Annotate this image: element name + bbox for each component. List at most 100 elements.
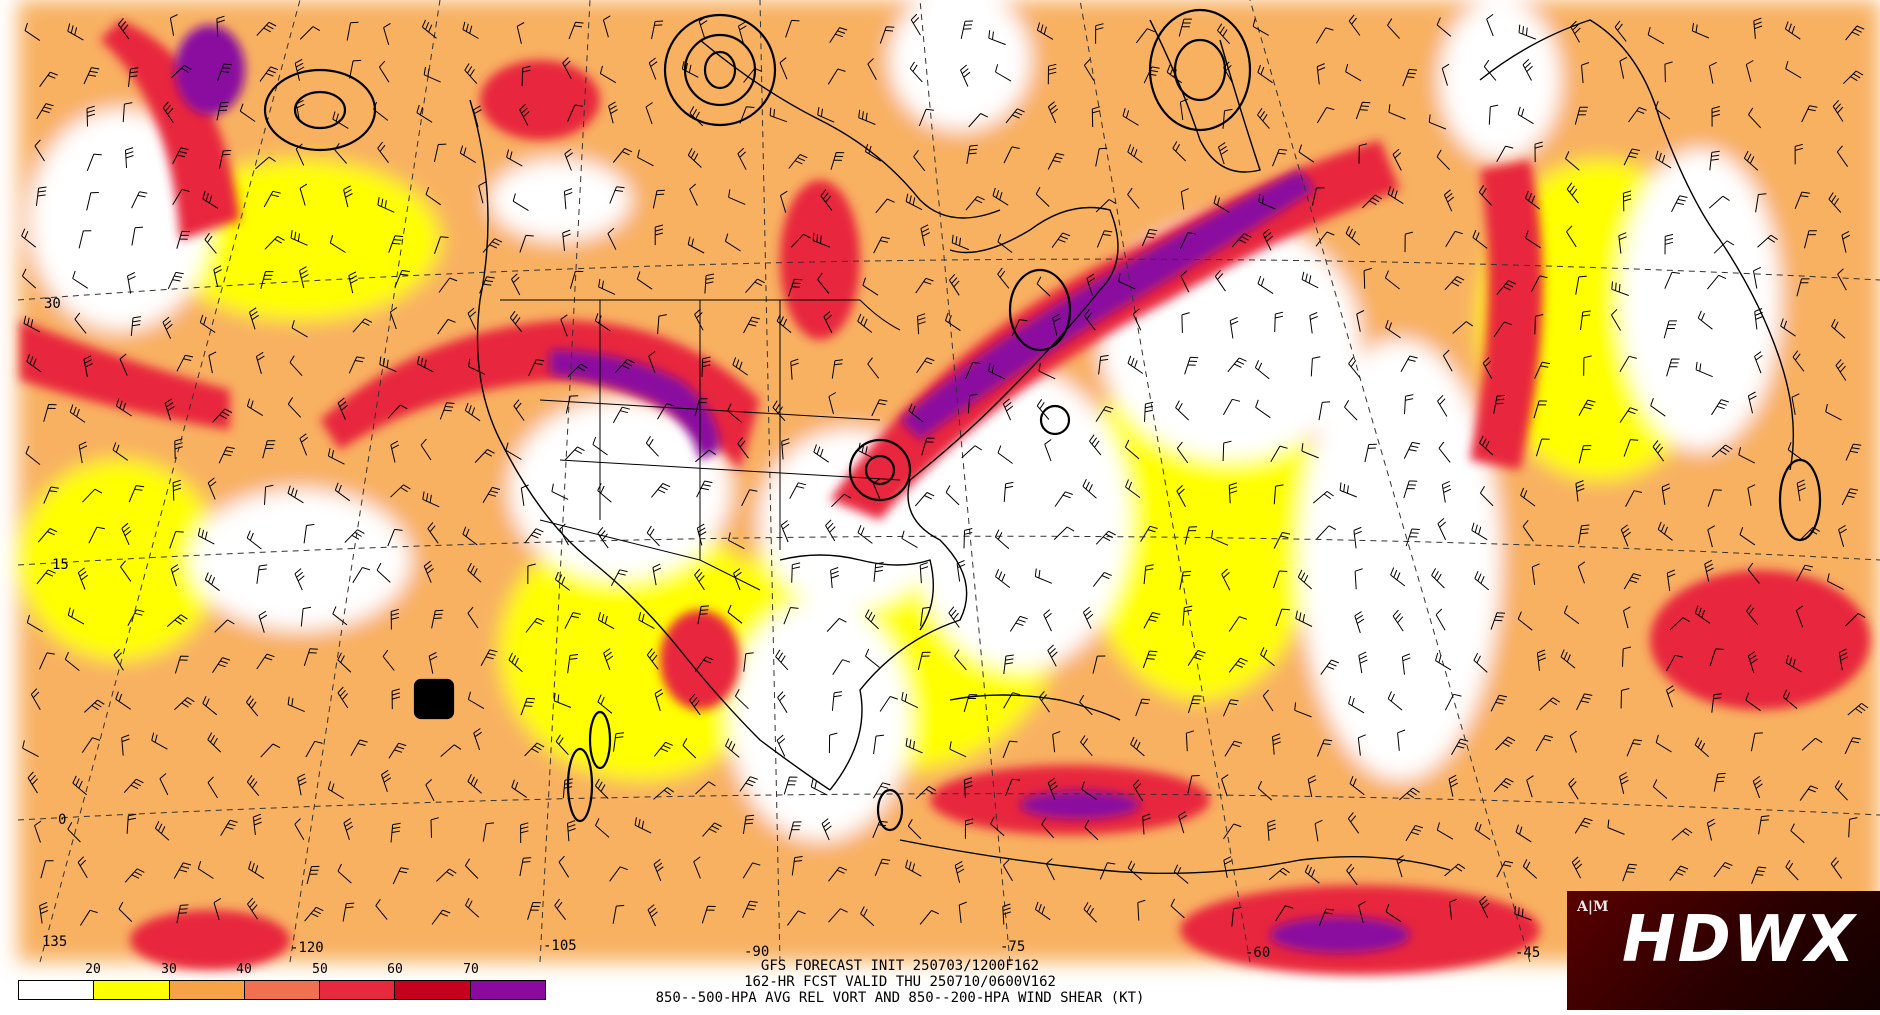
wind-barb	[1082, 478, 1097, 499]
colorbar-tick: 70	[463, 962, 479, 977]
wind-barb	[1490, 694, 1508, 712]
wind-barb	[879, 26, 895, 44]
wind-barb	[1836, 145, 1849, 167]
wind-barb	[915, 785, 937, 800]
wind-barb	[919, 910, 940, 925]
wind-barb	[1310, 356, 1321, 377]
wind-barb	[1358, 901, 1366, 923]
wind-barb	[1143, 66, 1160, 84]
wind-barb	[1275, 905, 1294, 922]
wind-barb	[67, 607, 85, 625]
wind-barb	[949, 741, 967, 758]
wind-barb	[1354, 568, 1363, 590]
wind-barb	[1706, 274, 1727, 290]
wind-barb	[1036, 22, 1054, 40]
wind-barb	[1694, 605, 1711, 624]
wind-barb	[564, 446, 585, 461]
wind-barb	[1479, 895, 1490, 918]
wind-barb	[1711, 444, 1733, 458]
wind-barb	[1316, 63, 1326, 85]
wind-barb	[217, 63, 232, 82]
wind-barb	[1713, 240, 1735, 254]
wind-barb	[1175, 400, 1189, 421]
colorbar-swatch	[470, 981, 545, 999]
wind-barb	[951, 234, 969, 251]
wind-barb	[332, 111, 349, 129]
wind-barb	[171, 64, 192, 79]
wind-barb	[513, 399, 525, 421]
wind-barb	[64, 651, 80, 671]
wind-barb	[564, 148, 573, 171]
wind-barb	[657, 314, 667, 335]
wind-barb	[1262, 228, 1273, 251]
wind-barb	[1747, 484, 1756, 506]
wind-barb	[963, 777, 973, 799]
wind-barb	[295, 143, 305, 166]
wind-barb	[967, 393, 978, 414]
wind-barb	[289, 355, 303, 377]
wind-barb	[1708, 195, 1730, 209]
low-shear-region	[490, 160, 630, 240]
wind-barb	[913, 150, 926, 172]
wind-barb	[1828, 192, 1842, 213]
wind-barb	[1252, 18, 1269, 36]
wind-barb	[857, 313, 873, 333]
wind-barb	[1664, 61, 1673, 83]
wind-barb	[1222, 398, 1241, 416]
wind-barb	[350, 739, 368, 756]
wind-barb	[1435, 652, 1452, 671]
wind-barb	[1536, 649, 1546, 671]
wind-barb	[77, 856, 88, 879]
wind-barb	[612, 406, 631, 424]
wind-barb	[783, 776, 798, 795]
wind-barb	[430, 817, 439, 838]
wind-barb	[594, 778, 609, 799]
wind-barb	[1387, 18, 1400, 39]
wind-barb	[1047, 152, 1065, 170]
wind-barb	[1574, 106, 1588, 125]
wind-barb	[1539, 697, 1560, 711]
wind-barb	[1402, 68, 1418, 87]
wind-barb	[1092, 655, 1106, 674]
wind-barb	[519, 234, 534, 253]
wind-barb	[597, 483, 612, 503]
wind-barb	[1622, 190, 1632, 212]
wind-barb	[1526, 775, 1534, 798]
wind-barb	[1671, 828, 1693, 841]
wind-barb	[858, 109, 876, 125]
wind-barb	[1442, 349, 1453, 372]
wind-barb	[1122, 108, 1139, 126]
wind-barb	[255, 156, 276, 170]
wind-barb	[122, 102, 133, 123]
wind-barb	[1838, 648, 1849, 671]
wind-barb	[696, 480, 713, 498]
wind-barb	[1619, 407, 1638, 423]
wind-barb	[1047, 777, 1058, 800]
wind-barb	[780, 190, 788, 213]
wind-barb	[1754, 308, 1764, 330]
wind-barb	[1566, 225, 1577, 248]
wind-barb	[519, 103, 530, 126]
wind-barb	[1358, 651, 1368, 674]
wind-barb	[1804, 230, 1817, 249]
wind-barb	[260, 743, 281, 758]
wind-barb	[1404, 231, 1414, 253]
wind-barb	[956, 560, 966, 582]
wind-barb	[1625, 490, 1643, 507]
wind-barb	[1355, 101, 1371, 120]
wind-barb	[610, 569, 628, 587]
wind-barb	[120, 560, 132, 582]
wind-barb	[1184, 526, 1198, 545]
wind-barb	[520, 697, 536, 716]
wind-barb	[1045, 858, 1055, 881]
wind-barb	[1086, 273, 1096, 296]
wind-barb	[86, 105, 96, 127]
wind-barb	[789, 482, 807, 499]
colorbar-tick: 60	[387, 962, 403, 977]
wind-barb	[776, 313, 792, 333]
wind-barb	[739, 106, 755, 124]
wind-barb	[554, 898, 566, 921]
wind-barb	[1479, 435, 1494, 456]
wind-barb	[26, 614, 44, 633]
wind-barb	[788, 154, 808, 169]
